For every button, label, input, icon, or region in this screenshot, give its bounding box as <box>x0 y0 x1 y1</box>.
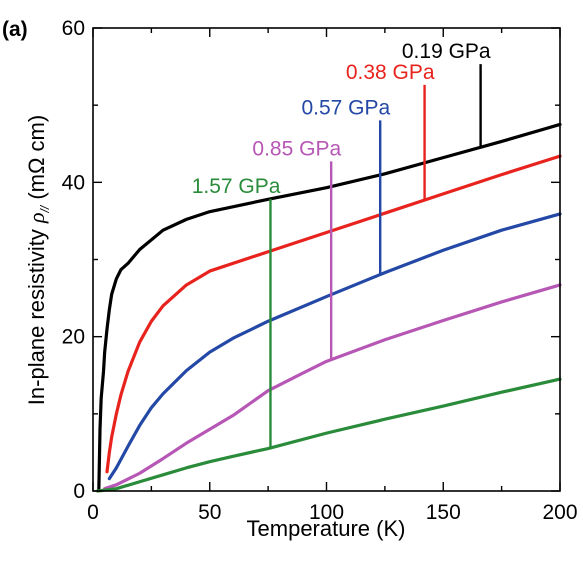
series-label-0-85-gpa: 0.85 GPa <box>252 137 341 160</box>
y-tick-label: 0 <box>73 480 85 503</box>
series-label-0-19-gpa: 0.19 GPa <box>402 40 491 63</box>
y-axis-label-main: In-plane resistivity <box>24 223 49 405</box>
series-line-0-57-gpa <box>107 212 562 481</box>
series-line-0-38-gpa <box>105 154 562 474</box>
x-axis-label: Temperature (K) <box>247 516 406 541</box>
y-axis-label-rho: ρ <box>24 212 49 224</box>
series-line-0-19-gpa <box>97 122 562 492</box>
axis-ticks: 0 50 100 150 200 0 20 40 60 <box>62 17 578 524</box>
panel-label: (a) <box>2 18 28 41</box>
y-axis-label: In-plane resistivity ρ// (mΩ cm) <box>24 115 52 405</box>
series-label-0-57-gpa: 0.57 GPa <box>301 96 390 119</box>
series-label-0-38-gpa: 0.38 GPa <box>346 61 435 84</box>
x-tick-label: 0 <box>87 501 99 524</box>
y-tick-label: 60 <box>62 17 85 40</box>
x-tick-label: 100 <box>309 501 344 524</box>
y-axis-label-subscript: // <box>38 204 52 213</box>
x-tick-label: 50 <box>198 501 221 524</box>
y-tick-label: 40 <box>62 171 85 194</box>
x-tick-label: 150 <box>426 501 461 524</box>
series-line-0-85-gpa <box>103 283 562 491</box>
series-group <box>96 122 562 493</box>
series-label-1-57-gpa: 1.57 GPa <box>192 175 281 198</box>
y-tick-label: 20 <box>62 326 85 349</box>
y-axis-label-unit: (mΩ cm) <box>24 115 49 206</box>
series-line-1-57-gpa <box>96 377 562 493</box>
x-tick-label: 200 <box>542 501 577 524</box>
label-leaders <box>269 64 482 448</box>
